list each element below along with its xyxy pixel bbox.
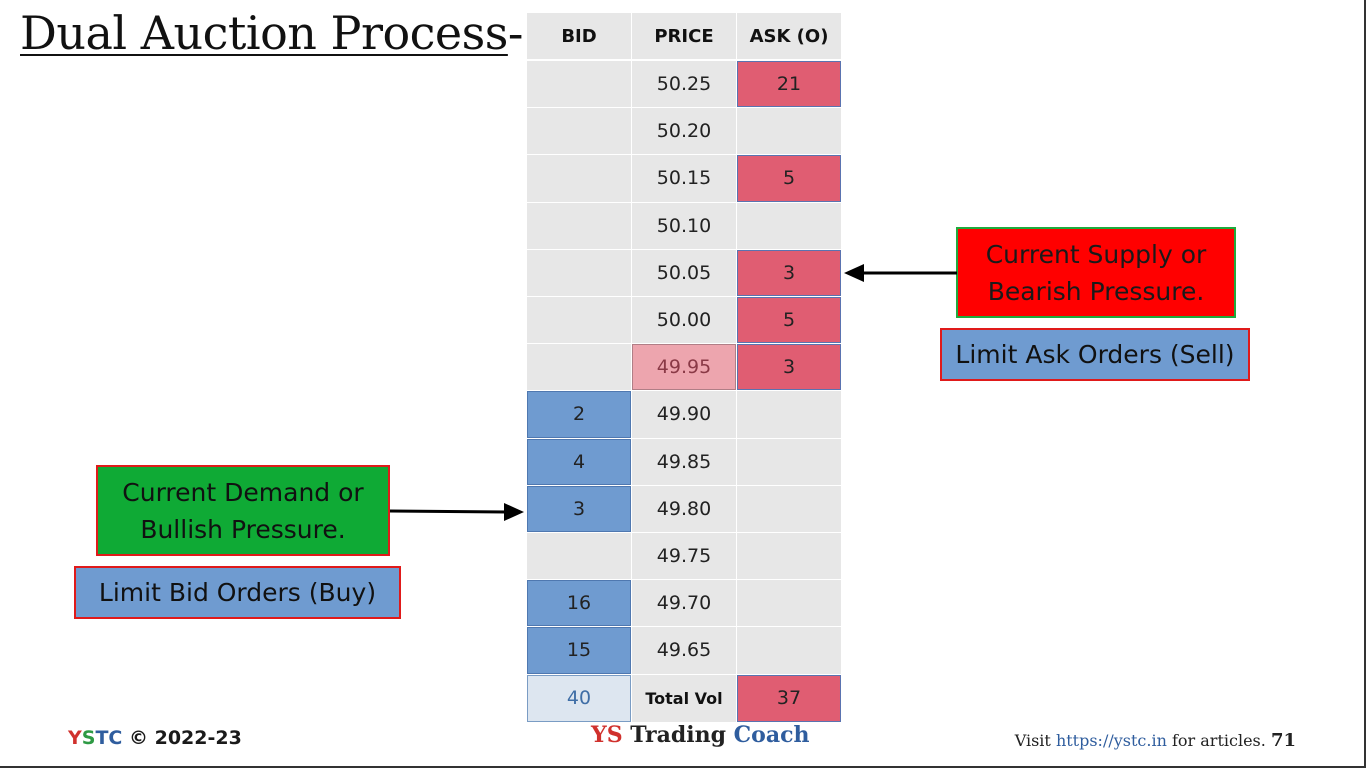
bid-cell: 3 bbox=[527, 485, 631, 532]
brand-c: C bbox=[108, 727, 123, 749]
bid-cell bbox=[527, 61, 631, 108]
bid-orders-label: Limit Bid Orders (Buy) bbox=[74, 566, 401, 619]
ask-cell bbox=[737, 627, 841, 674]
price-cell: 49.80 bbox=[632, 485, 736, 532]
page-number: 71 bbox=[1270, 730, 1296, 751]
footer-visit: Visit https://ystc.in for articles. 71 bbox=[1015, 730, 1296, 751]
ask-cell: 5 bbox=[737, 155, 841, 202]
brand-trading: Trading bbox=[630, 722, 726, 748]
price-cell: 49.75 bbox=[632, 533, 736, 580]
price-cell: 50.25 bbox=[632, 61, 736, 108]
bid-cell bbox=[527, 533, 631, 580]
price-cell: 49.70 bbox=[632, 580, 736, 627]
ask-header: ASK (O) bbox=[737, 13, 841, 59]
bid-cell bbox=[527, 297, 631, 344]
price-cell: 49.95 bbox=[632, 344, 736, 391]
brand-y: Y bbox=[68, 727, 82, 749]
demand-callout: Current Demand or Bullish Pressure. bbox=[96, 465, 390, 556]
copyright-text: © 2022-23 bbox=[129, 727, 242, 749]
ask-cell: 3 bbox=[737, 249, 841, 296]
brand-t: T bbox=[95, 727, 109, 749]
bid-header: BID bbox=[527, 13, 631, 59]
bid-cell: 4 bbox=[527, 438, 631, 485]
bid-cell: 15 bbox=[527, 627, 631, 674]
total-label-cell: Total Vol bbox=[632, 674, 736, 722]
ask-cell bbox=[737, 391, 841, 438]
title-text: Dual Auction Process bbox=[20, 6, 508, 60]
price-cell: 49.90 bbox=[632, 391, 736, 438]
supply-line-2: Bearish Pressure. bbox=[987, 276, 1205, 306]
supply-callout: Current Supply or Bearish Pressure. bbox=[956, 227, 1236, 318]
bid-cell bbox=[527, 249, 631, 296]
bid-cell bbox=[527, 155, 631, 202]
price-cell: 50.15 bbox=[632, 155, 736, 202]
ask-orders-label: Limit Ask Orders (Sell) bbox=[940, 328, 1250, 381]
bid-cell bbox=[527, 202, 631, 249]
ask-cell bbox=[737, 580, 841, 627]
articles-text: for articles. bbox=[1171, 731, 1266, 750]
page-title: Dual Auction Process- bbox=[20, 6, 523, 60]
bid-cell: 16 bbox=[527, 580, 631, 627]
demand-line-1: Current Demand or bbox=[122, 477, 364, 507]
brand-s: S bbox=[81, 727, 96, 749]
supply-line-1: Current Supply or bbox=[985, 239, 1207, 269]
bid-cell bbox=[527, 344, 631, 391]
total-bid-cell: 40 bbox=[527, 674, 631, 722]
price-header: PRICE bbox=[632, 13, 736, 59]
ask-cell bbox=[737, 202, 841, 249]
brand-ys: YS bbox=[591, 722, 623, 748]
bid-cell: 2 bbox=[527, 391, 631, 438]
ask-cell bbox=[737, 533, 841, 580]
supply-arrow-icon bbox=[844, 264, 957, 282]
price-cell: 49.85 bbox=[632, 438, 736, 485]
price-cell: 50.10 bbox=[632, 202, 736, 249]
price-cell: 50.05 bbox=[632, 249, 736, 296]
ask-cell bbox=[737, 108, 841, 155]
ask-cell: 5 bbox=[737, 297, 841, 344]
site-link[interactable]: https://ystc.in bbox=[1055, 731, 1167, 750]
price-cell: 50.00 bbox=[632, 297, 736, 344]
ask-cell: 3 bbox=[737, 344, 841, 391]
price-cell: 49.65 bbox=[632, 627, 736, 674]
ask-cell: 21 bbox=[737, 61, 841, 108]
price-cell: 50.20 bbox=[632, 108, 736, 155]
brand-coach: Coach bbox=[733, 722, 810, 748]
footer-copyright: YSTC © 2022-23 bbox=[68, 727, 242, 749]
demand-arrow-icon bbox=[389, 503, 524, 521]
footer-brand: YS Trading Coach bbox=[591, 722, 810, 748]
bid-cell bbox=[527, 108, 631, 155]
total-ask-cell: 37 bbox=[737, 674, 841, 722]
title-dash: - bbox=[507, 6, 524, 60]
demand-line-2: Bullish Pressure. bbox=[140, 514, 346, 544]
visit-text: Visit bbox=[1014, 731, 1051, 750]
ask-cell bbox=[737, 438, 841, 485]
ask-cell bbox=[737, 485, 841, 532]
